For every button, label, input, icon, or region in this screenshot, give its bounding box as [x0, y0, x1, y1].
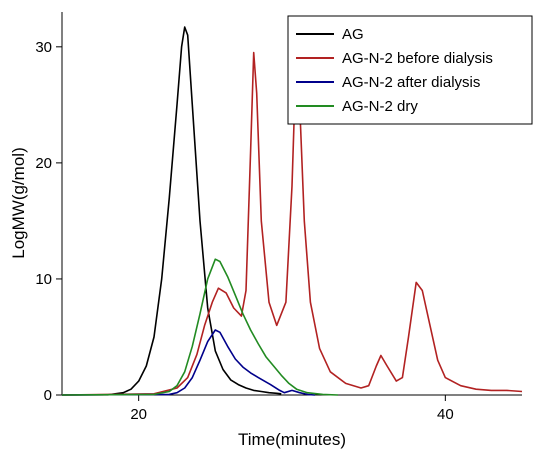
x-tick-label: 20	[130, 406, 147, 423]
y-tick-label: 0	[44, 387, 52, 404]
ticks-group: 20 40 0 10 20 30	[35, 39, 453, 423]
legend-label: AG	[342, 26, 364, 43]
x-tick-label: 40	[437, 406, 454, 423]
y-tick-label: 10	[35, 271, 52, 288]
y-tick-label: 20	[35, 155, 52, 172]
series-line-2	[61, 329, 316, 396]
series-line-1	[61, 51, 523, 396]
x-axis-label: Time(minutes)	[238, 430, 346, 449]
legend-label: AG-N-2 after dialysis	[342, 74, 480, 91]
series-line-0	[61, 26, 282, 396]
series-group	[61, 26, 523, 396]
y-axis-label: LogMW(g/mol)	[9, 147, 28, 258]
legend: AG AG-N-2 before dialysis AG-N-2 after dia…	[287, 15, 533, 125]
legend-label: AG-N-2 dry	[342, 98, 418, 115]
legend-label: AG-N-2 before dialysis	[342, 50, 493, 67]
legend-items: AG AG-N-2 before dialysis AG-N-2 after dia…	[296, 26, 493, 115]
series-line-3	[61, 258, 339, 396]
y-tick-label: 30	[35, 39, 52, 56]
